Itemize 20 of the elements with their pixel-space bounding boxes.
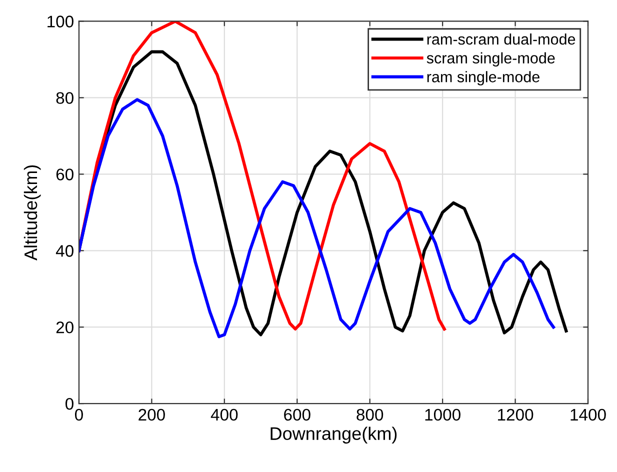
x-tick-label: 400	[210, 408, 238, 421]
y-tick-label: 20	[56, 321, 74, 334]
x-tick-label: 600	[284, 408, 310, 421]
legend-label: ram-scram dual-mode	[427, 33, 576, 45]
legend-label: scram single-mode	[426, 52, 555, 67]
y-tick-label: 80	[56, 92, 74, 104]
y-tick-label: 40	[56, 245, 74, 257]
legend-label: ram single-mode	[427, 71, 540, 86]
x-tick-label: 1000	[425, 408, 460, 421]
y-tick-label: 0	[66, 398, 74, 410]
x-tick-label: 200	[138, 408, 165, 421]
x-tick-label: 1400	[570, 408, 606, 421]
x-axis-title: Downrange(km)	[270, 426, 397, 444]
y-tick-label: 60	[56, 168, 74, 180]
x-tick-label: 800	[356, 408, 384, 421]
x-tick-label: 1200	[498, 408, 534, 421]
y-axis-title: Altitude(km)	[24, 165, 41, 261]
line-series	[78, 98, 555, 338]
x-tick-label: 0	[74, 408, 83, 421]
y-tick-label: 100	[48, 16, 74, 28]
